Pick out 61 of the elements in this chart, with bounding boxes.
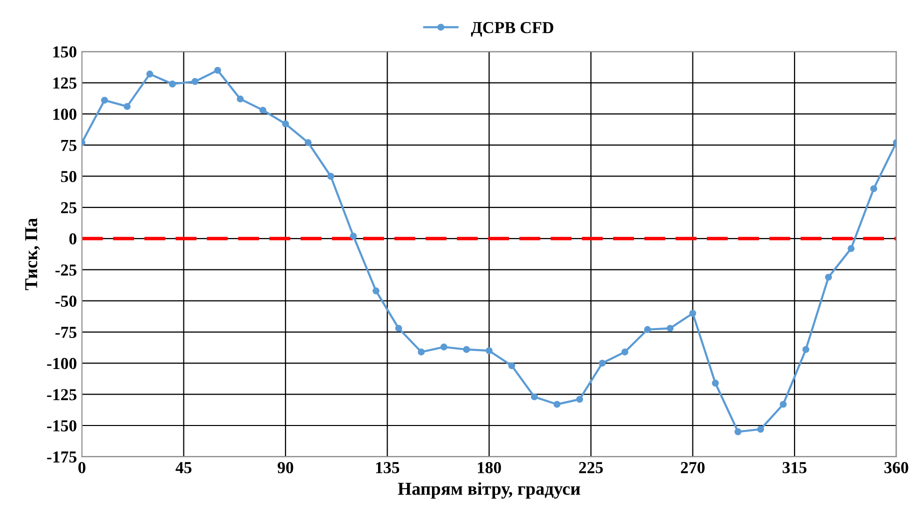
legend-label: ДСРВ CFD bbox=[470, 22, 554, 37]
y-tick-label: -25 bbox=[55, 264, 76, 276]
point bbox=[372, 287, 380, 294]
y-tick-label: -125 bbox=[47, 389, 76, 400]
point bbox=[192, 78, 198, 85]
point bbox=[327, 172, 334, 180]
point bbox=[870, 185, 878, 192]
point bbox=[214, 66, 222, 74]
point bbox=[304, 139, 312, 146]
y-axis-title: Тиск, Па bbox=[25, 218, 40, 290]
point bbox=[825, 274, 832, 281]
point bbox=[146, 70, 154, 78]
y-tick-label: 50 bbox=[61, 170, 76, 182]
point bbox=[689, 310, 696, 317]
point bbox=[236, 95, 244, 102]
point bbox=[554, 400, 560, 408]
point bbox=[780, 400, 787, 408]
y-tick-label: -175 bbox=[47, 451, 76, 463]
y-tick-label: 25 bbox=[61, 202, 76, 214]
point bbox=[395, 324, 402, 332]
y-tick-label: 125 bbox=[53, 78, 76, 89]
x-tick-label: 90 bbox=[278, 462, 294, 474]
x-tick-label: 0 bbox=[78, 462, 86, 474]
point bbox=[644, 326, 651, 334]
point bbox=[124, 102, 131, 110]
x-tick-label: 360 bbox=[884, 462, 908, 474]
x-tick-label: 135 bbox=[376, 462, 400, 474]
point bbox=[802, 346, 810, 353]
point bbox=[282, 120, 289, 128]
point bbox=[440, 344, 448, 350]
point bbox=[848, 245, 855, 252]
y-tick-label: 0 bbox=[69, 233, 76, 244]
point bbox=[463, 346, 470, 353]
y-tick-label: -50 bbox=[55, 296, 76, 307]
point bbox=[259, 106, 266, 114]
point bbox=[621, 348, 628, 356]
x-tick-label: 315 bbox=[782, 462, 806, 474]
point bbox=[101, 96, 108, 104]
y-tick-label: 100 bbox=[53, 108, 76, 120]
point bbox=[757, 426, 764, 433]
y-tick-label: 75 bbox=[61, 140, 76, 152]
x-tick-label: 270 bbox=[680, 462, 705, 474]
point bbox=[168, 80, 176, 88]
point bbox=[666, 324, 674, 332]
y-tick-label: -150 bbox=[47, 420, 76, 432]
point bbox=[418, 348, 425, 356]
point bbox=[486, 347, 493, 354]
y-tick-label: -75 bbox=[55, 326, 76, 338]
point bbox=[712, 380, 719, 387]
x-axis-title: Напрям вітру, градуси bbox=[398, 482, 580, 499]
point bbox=[508, 362, 516, 370]
x-tick-label: 225 bbox=[579, 462, 603, 474]
y-tick-label: 150 bbox=[53, 46, 76, 58]
x-tick-label: 180 bbox=[478, 462, 501, 474]
point bbox=[350, 232, 357, 240]
point bbox=[598, 360, 606, 367]
y-tick-label: -100 bbox=[47, 358, 76, 370]
point bbox=[576, 396, 584, 403]
x-tick-label: 45 bbox=[176, 462, 192, 474]
point bbox=[530, 393, 538, 400]
point bbox=[734, 428, 742, 436]
